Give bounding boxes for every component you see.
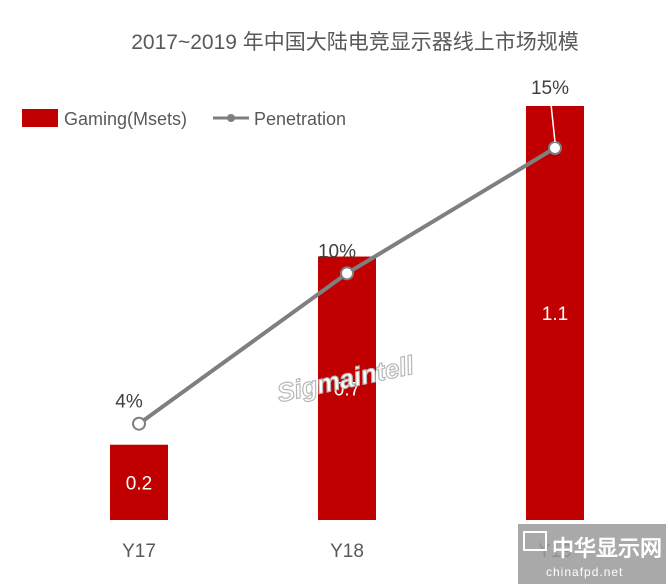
bar-value-label-y19: 1.1: [542, 304, 568, 325]
x-axis: Y17Y18Y19: [122, 541, 572, 562]
penetration-point-y18: [340, 266, 354, 281]
penetration-layer: 4% 10% 15%: [115, 78, 569, 431]
bar-y19: [526, 106, 584, 520]
penetration-label-y18: 10%: [318, 241, 356, 262]
penetration-leader-line: [550, 103, 556, 143]
legend-gaming-label: Gaming(Msets): [64, 109, 187, 129]
legend: Gaming(Msets) Penetration: [22, 109, 346, 129]
legend-gaming-swatch: [22, 109, 58, 127]
bar-value-label-y18: 0.7: [334, 379, 360, 400]
bar-y17: [110, 444, 168, 520]
legend-penetration-marker: [227, 114, 235, 122]
site-logo-background: [518, 524, 666, 584]
chart-title: 2017~2019 年中国大陆电竞显示器线上市场规模: [131, 31, 579, 54]
monitor-icon: [523, 531, 547, 551]
bars-layer: 0.2 0.7 1.1: [110, 106, 584, 520]
bar-y18: [318, 256, 376, 520]
penetration-label-y17: 4%: [115, 392, 143, 413]
x-tick-y18: Y18: [330, 541, 364, 562]
site-logo-text: 中华显示网: [552, 536, 662, 561]
bar-value-label-y17: 0.2: [126, 473, 152, 494]
penetration-label-y19: 15%: [531, 78, 569, 99]
site-logo-sub: chinafpd.net: [546, 565, 623, 579]
penetration-point-y17: [132, 416, 146, 431]
site-logo: 中华显示网 chinafpd.net: [518, 524, 666, 584]
x-tick-y17: Y17: [122, 541, 156, 562]
legend-penetration-label: Penetration: [254, 109, 346, 129]
penetration-point-y19: [548, 141, 562, 155]
